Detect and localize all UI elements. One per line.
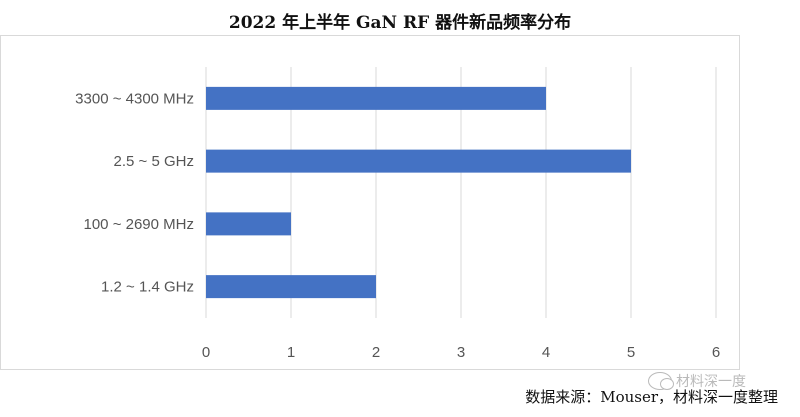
- category-label: 100 ~ 2690 MHz: [84, 216, 195, 233]
- x-tick-label: 1: [287, 344, 295, 361]
- watermark: 材料深一度: [648, 371, 746, 391]
- category-label: 2.5 ~ 5 GHz: [114, 153, 194, 170]
- x-tick-label: 3: [457, 344, 465, 361]
- x-tick-label: 4: [542, 344, 550, 361]
- x-tick-label: 6: [712, 344, 720, 361]
- x-tick-label: 2: [372, 344, 380, 361]
- x-tick-label: 5: [627, 344, 635, 361]
- category-label: 1.2 ~ 1.4 GHz: [101, 279, 194, 296]
- watermark-text: 材料深一度: [676, 374, 746, 390]
- bar: [206, 275, 376, 299]
- chart-frame: [0, 35, 740, 370]
- x-tick-label: 0: [202, 344, 210, 361]
- category-label: 3300 ~ 4300 MHz: [75, 90, 194, 107]
- chart-title: 2022 年上半年 GaN RF 器件新品频率分布: [228, 13, 572, 33]
- bar: [206, 86, 546, 110]
- bar: [206, 212, 291, 236]
- wechat-icon: [648, 372, 674, 390]
- bar: [206, 149, 631, 173]
- source-note: 数据来源：Mouser，材料深一度整理: [525, 388, 778, 406]
